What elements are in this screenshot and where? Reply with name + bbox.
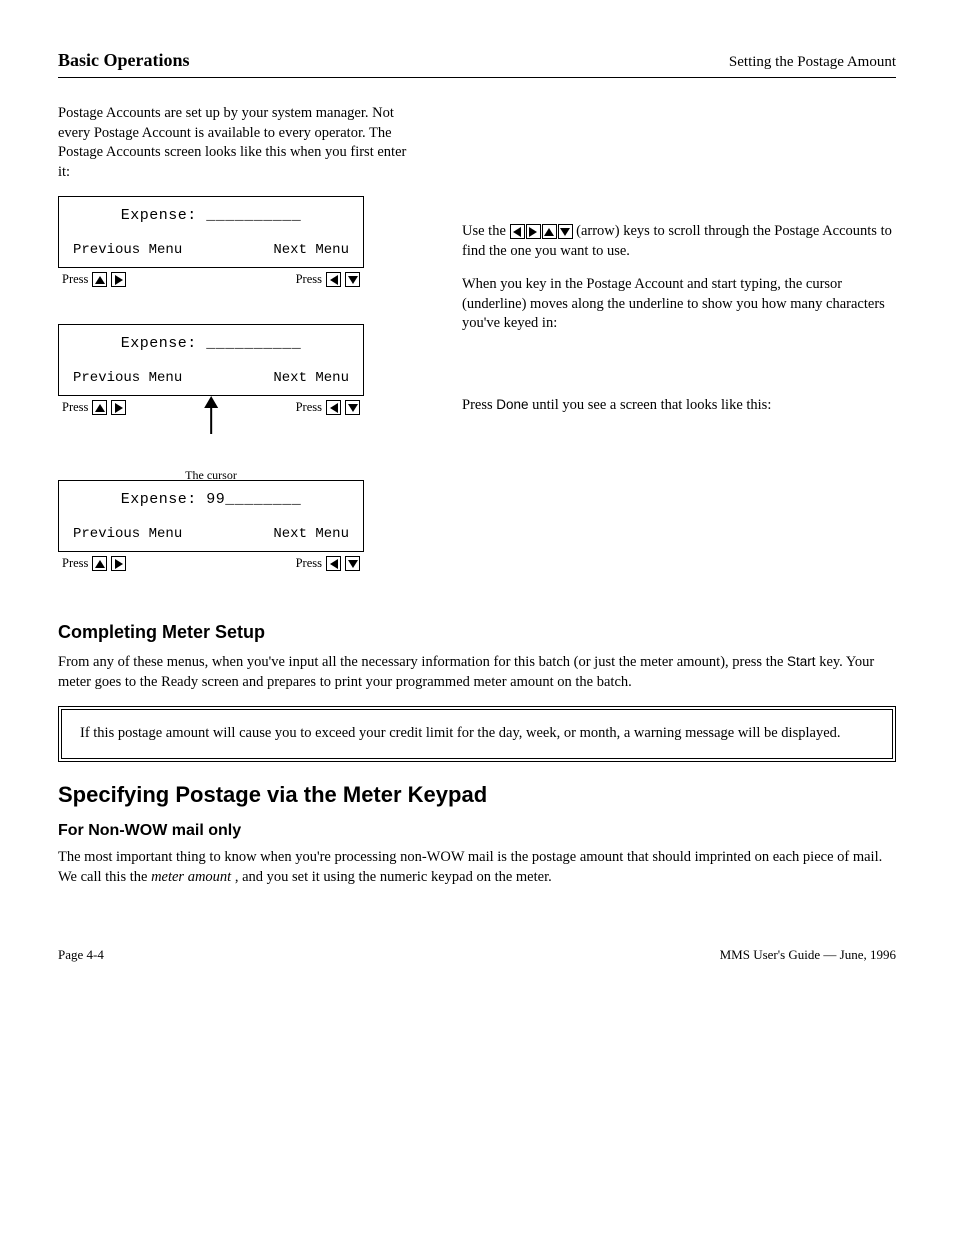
footer-left: Page 4-4 — [58, 947, 104, 963]
arrow-down-icon — [345, 272, 360, 287]
lcd1-left-label: Previous Menu — [73, 242, 182, 260]
lcd-box-1: Expense: __________ Previous Menu Next M… — [58, 196, 364, 268]
para-completing: From any of these menus, when you've inp… — [58, 653, 896, 692]
press-label: Press — [296, 272, 322, 287]
text-fragment: Press — [462, 397, 496, 413]
header-right: Setting the Postage Amount — [729, 54, 896, 71]
lcd3-press-right: Press — [296, 556, 360, 571]
lcd2-right-label: Next Menu — [273, 370, 349, 388]
lcd1-bottom-row: Press Press — [58, 268, 364, 300]
press-label: Press — [296, 556, 322, 571]
arrow-up-icon — [92, 272, 107, 287]
para-meter-amount: The most important thing to know when yo… — [58, 848, 896, 887]
arrow-up-icon — [542, 224, 557, 239]
arrow-left-icon — [326, 556, 341, 571]
lcd3-press-left: Press — [62, 556, 126, 571]
lcd3-bottom-row: Press Press — [58, 552, 364, 584]
page-footer: Page 4-4 MMS User's Guide — June, 1996 — [58, 947, 896, 963]
arrow-left-icon — [326, 400, 341, 415]
lcd1-line2: Previous Menu Next Menu — [73, 242, 349, 260]
footer-right: MMS User's Guide — June, 1996 — [720, 947, 896, 963]
right-column: Use the (arrow) keys to scroll through t… — [462, 104, 896, 598]
lcd2-line2: Previous Menu Next Menu — [73, 370, 349, 388]
arrow-right-icon — [111, 272, 126, 287]
lcd-group-2: Expense: __________ Previous Menu Next M… — [58, 324, 418, 456]
page: Basic Operations Setting the Postage Amo… — [0, 0, 954, 1003]
subheading-nonwow: For Non-WOW mail only — [58, 822, 896, 840]
lcd-group-1: Expense: __________ Previous Menu Next M… — [58, 196, 418, 300]
text-fragment: From any of these menus, when you've inp… — [58, 654, 787, 670]
two-column-layout: Postage Accounts are set up by your syst… — [58, 104, 896, 598]
done-key-label: Done — [496, 397, 528, 412]
credit-limit-callout: If this postage amount will cause you to… — [58, 706, 896, 762]
lcd-box-3: Expense: 99________ Previous Menu Next M… — [58, 480, 364, 552]
arrow-right-icon — [111, 556, 126, 571]
intro-paragraph: Postage Accounts are set up by your syst… — [58, 104, 418, 182]
lcd2-press-left: Press — [62, 400, 126, 415]
press-label: Press — [62, 556, 88, 571]
lcd2-press-right: Press — [296, 400, 360, 415]
arrow-left-icon — [326, 272, 341, 287]
press-label: Press — [296, 400, 322, 415]
arrow-down-icon — [345, 556, 360, 571]
lcd1-press-left: Press — [62, 272, 126, 287]
heading-meter-keypad: Specifying Postage via the Meter Keypad — [58, 782, 896, 808]
lcd3-line2: Previous Menu Next Menu — [73, 526, 349, 544]
arrow-up-icon — [92, 556, 107, 571]
press-label: Press — [62, 272, 88, 287]
arrow-key-cluster — [510, 224, 573, 239]
header-left: Basic Operations — [58, 50, 190, 71]
text-fragment: until you see a screen that looks like t… — [532, 397, 771, 413]
lcd1-line1: Expense: __________ — [73, 207, 349, 226]
lcd3-line1: Expense: 99________ — [73, 491, 349, 510]
cursor-caption: The cursor — [185, 468, 237, 483]
left-column: Postage Accounts are set up by your syst… — [58, 104, 418, 598]
lcd3-right-label: Next Menu — [273, 526, 349, 544]
lcd1-right-label: Next Menu — [273, 242, 349, 260]
arrow-up-icon — [92, 400, 107, 415]
arrow-right-icon — [526, 224, 541, 239]
arrow-down-icon — [558, 224, 573, 239]
start-key-label: Start — [787, 654, 816, 669]
arrow-down-icon — [345, 400, 360, 415]
lcd2-bottom-row: Press The cursor Press — [58, 396, 364, 456]
para-press-done: Press Done until you see a screen that l… — [462, 396, 896, 416]
text-fragment: Use the — [462, 223, 510, 239]
text-fragment: , and you set it using the numeric keypa… — [235, 869, 552, 885]
lcd1-press-right: Press — [296, 272, 360, 287]
lcd-box-2: Expense: __________ Previous Menu Next M… — [58, 324, 364, 396]
pointer-arrow-icon — [204, 396, 218, 434]
page-header: Basic Operations Setting the Postage Amo… — [58, 50, 896, 78]
lcd-group-3: Expense: 99________ Previous Menu Next M… — [58, 480, 418, 584]
arrow-right-icon — [111, 400, 126, 415]
em-meter-amount: meter amount — [151, 869, 231, 885]
para-arrow-keys: Use the (arrow) keys to scroll through t… — [462, 222, 896, 261]
arrow-left-icon — [510, 224, 525, 239]
para-cursor-explain: When you key in the Postage Account and … — [462, 275, 896, 334]
heading-completing-setup: Completing Meter Setup — [58, 622, 896, 643]
lcd2-left-label: Previous Menu — [73, 370, 182, 388]
press-label: Press — [62, 400, 88, 415]
lcd3-left-label: Previous Menu — [73, 526, 182, 544]
lcd2-cursor-pointer: The cursor — [185, 396, 237, 483]
lcd2-line1: Expense: __________ — [73, 335, 349, 354]
